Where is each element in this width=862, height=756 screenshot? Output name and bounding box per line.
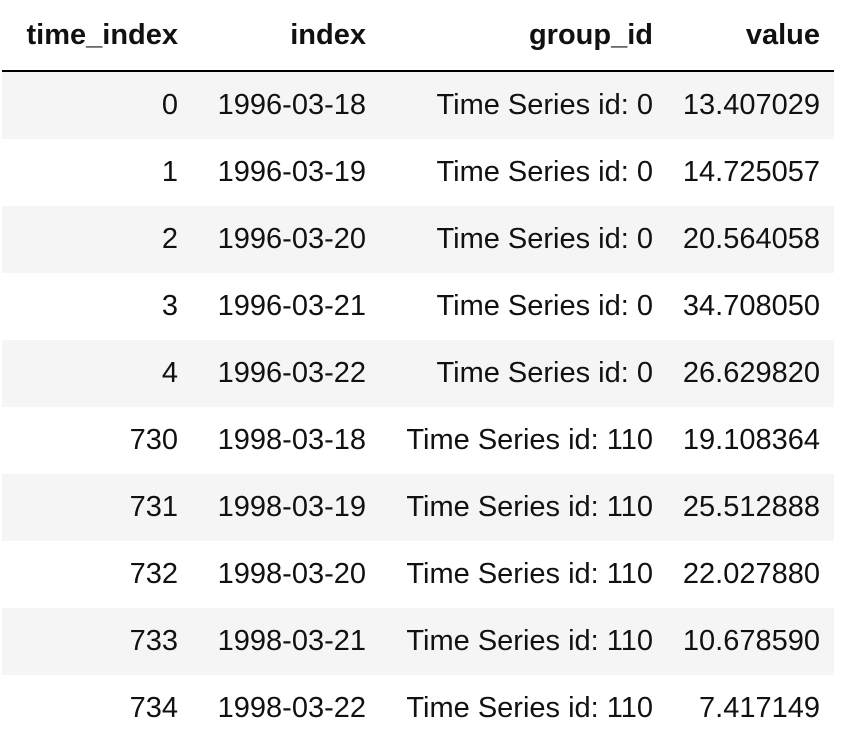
cell-time-index: 3 <box>2 273 192 340</box>
cell-group-id: Time Series id: 110 <box>380 675 667 742</box>
column-header-index: index <box>192 0 380 72</box>
column-header-value: value <box>667 0 834 72</box>
table-row: 1 1996-03-19 Time Series id: 0 14.725057 <box>2 139 834 206</box>
cell-group-id: Time Series id: 110 <box>380 407 667 474</box>
cell-index: 1998-03-18 <box>192 407 380 474</box>
cell-value: 19.108364 <box>667 407 834 474</box>
cell-time-index: 4 <box>2 340 192 407</box>
cell-group-id: Time Series id: 0 <box>380 139 667 206</box>
cell-group-id: Time Series id: 0 <box>380 340 667 407</box>
cell-group-id: Time Series id: 0 <box>380 71 667 139</box>
table-row: 733 1998-03-21 Time Series id: 110 10.67… <box>2 608 834 675</box>
table-row: 731 1998-03-19 Time Series id: 110 25.51… <box>2 474 834 541</box>
cell-index: 1996-03-20 <box>192 206 380 273</box>
cell-index: 1998-03-22 <box>192 675 380 742</box>
table-row: 0 1996-03-18 Time Series id: 0 13.407029 <box>2 71 834 139</box>
table-header: time_index index group_id value <box>2 0 834 72</box>
cell-group-id: Time Series id: 110 <box>380 541 667 608</box>
cell-index: 1998-03-21 <box>192 608 380 675</box>
cell-value: 25.512888 <box>667 474 834 541</box>
cell-value: 14.725057 <box>667 139 834 206</box>
cell-time-index: 734 <box>2 675 192 742</box>
cell-time-index: 0 <box>2 71 192 139</box>
cell-time-index: 733 <box>2 608 192 675</box>
cell-time-index: 2 <box>2 206 192 273</box>
cell-group-id: Time Series id: 110 <box>380 608 667 675</box>
table-row: 734 1998-03-22 Time Series id: 110 7.417… <box>2 675 834 742</box>
table-row: 2 1996-03-20 Time Series id: 0 20.564058 <box>2 206 834 273</box>
cell-value: 13.407029 <box>667 71 834 139</box>
cell-index: 1998-03-19 <box>192 474 380 541</box>
cell-index: 1996-03-19 <box>192 139 380 206</box>
cell-group-id: Time Series id: 0 <box>380 273 667 340</box>
table-row: 732 1998-03-20 Time Series id: 110 22.02… <box>2 541 834 608</box>
cell-index: 1996-03-22 <box>192 340 380 407</box>
table-row: 730 1998-03-18 Time Series id: 110 19.10… <box>2 407 834 474</box>
table-body: 0 1996-03-18 Time Series id: 0 13.407029… <box>2 71 834 742</box>
table-row: 3 1996-03-21 Time Series id: 0 34.708050 <box>2 273 834 340</box>
cell-value: 26.629820 <box>667 340 834 407</box>
cell-group-id: Time Series id: 0 <box>380 206 667 273</box>
cell-value: 7.417149 <box>667 675 834 742</box>
column-header-time-index: time_index <box>2 0 192 72</box>
table-row: 4 1996-03-22 Time Series id: 0 26.629820 <box>2 340 834 407</box>
cell-value: 10.678590 <box>667 608 834 675</box>
dataframe-table: time_index index group_id value 0 1996-0… <box>2 0 834 742</box>
cell-index: 1996-03-18 <box>192 71 380 139</box>
cell-group-id: Time Series id: 110 <box>380 474 667 541</box>
cell-time-index: 1 <box>2 139 192 206</box>
cell-time-index: 732 <box>2 541 192 608</box>
cell-index: 1998-03-20 <box>192 541 380 608</box>
cell-value: 22.027880 <box>667 541 834 608</box>
cell-index: 1996-03-21 <box>192 273 380 340</box>
cell-time-index: 731 <box>2 474 192 541</box>
cell-value: 20.564058 <box>667 206 834 273</box>
cell-value: 34.708050 <box>667 273 834 340</box>
cell-time-index: 730 <box>2 407 192 474</box>
column-header-group-id: group_id <box>380 0 667 72</box>
header-row: time_index index group_id value <box>2 0 834 72</box>
